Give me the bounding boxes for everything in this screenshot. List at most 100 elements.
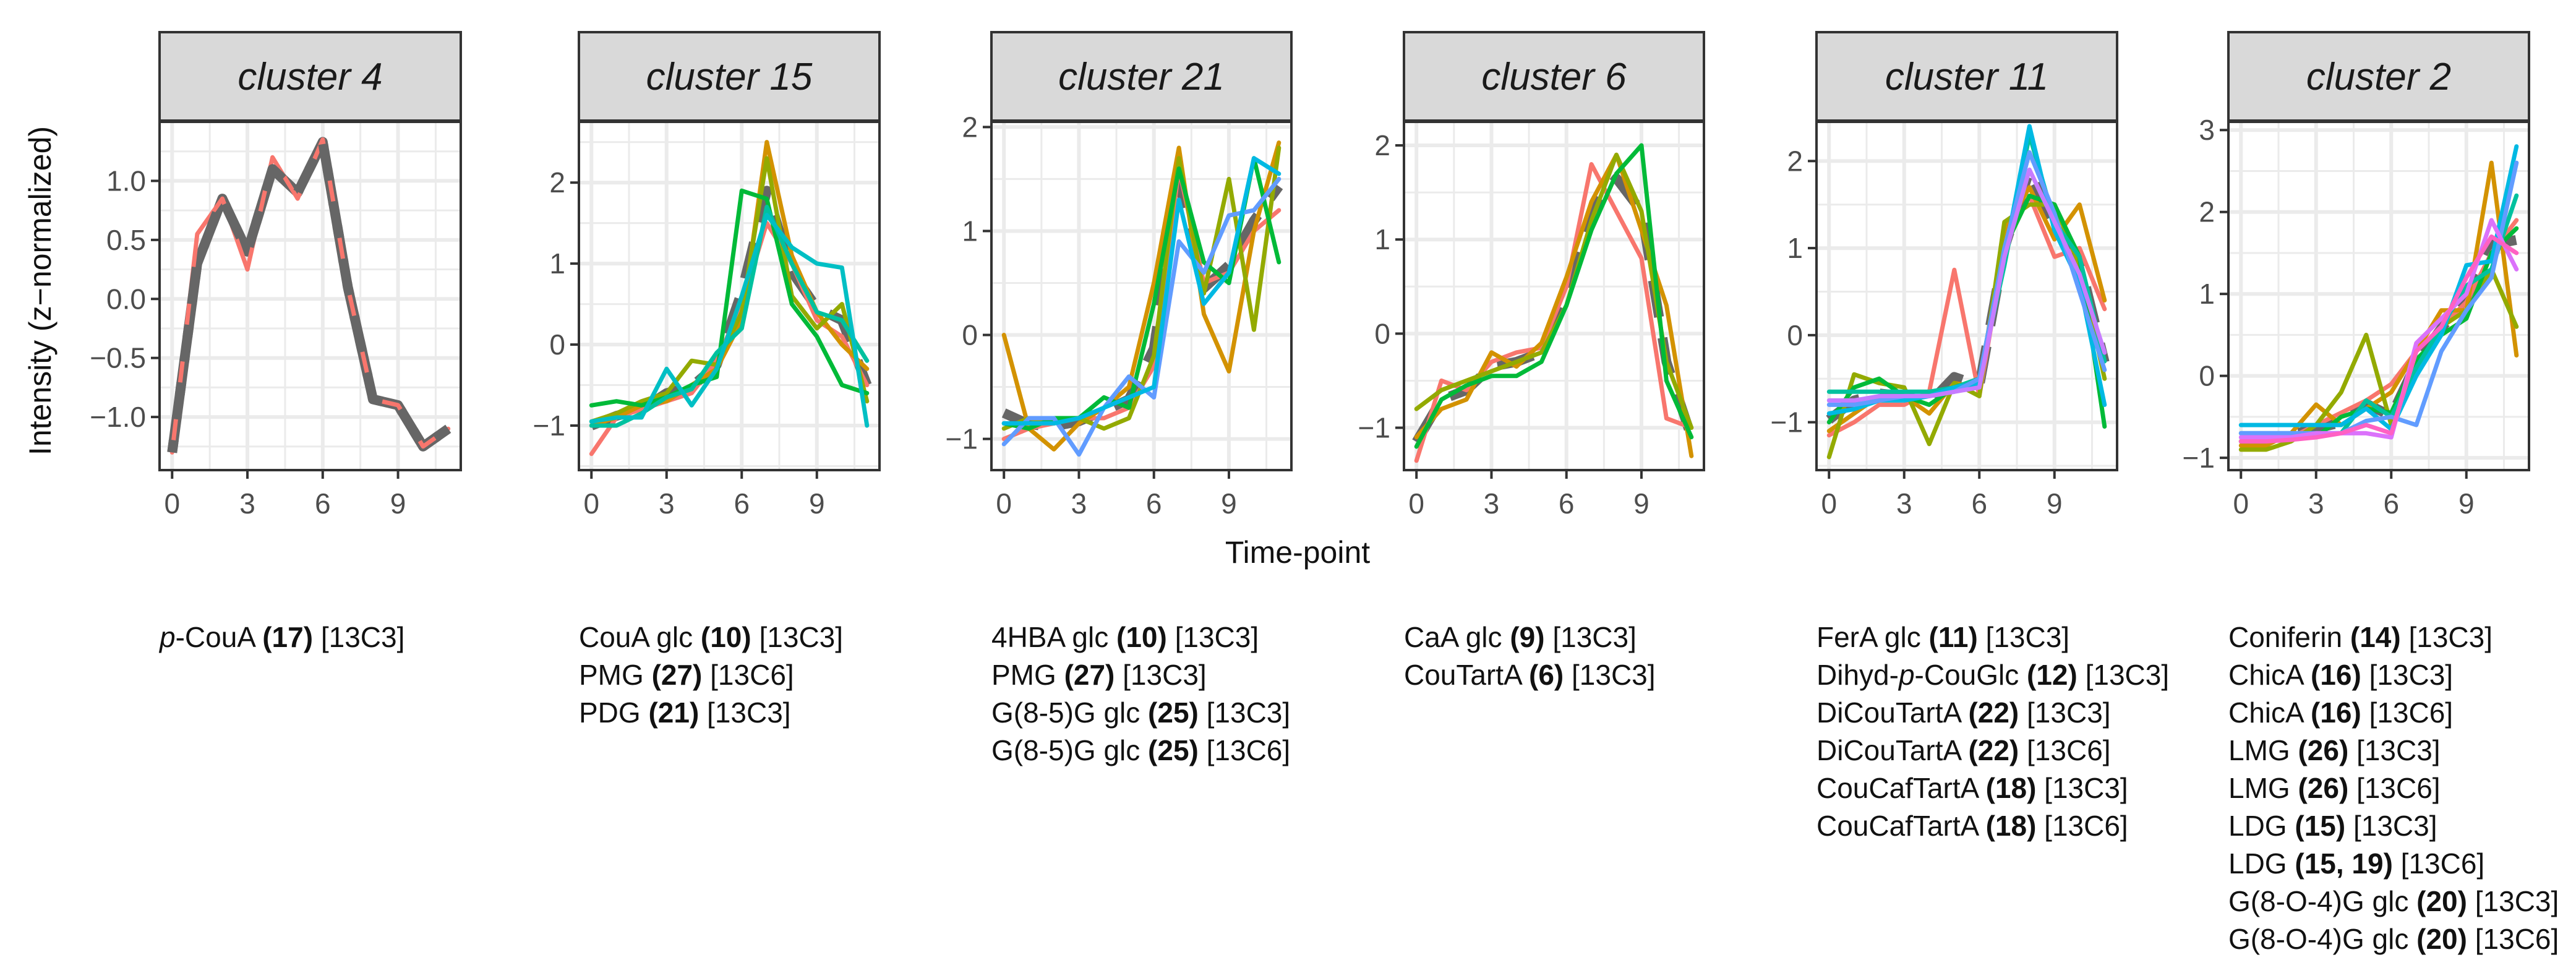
- y-tick-label: 2: [1374, 129, 1390, 161]
- plot-area: [167, 137, 451, 455]
- legend-entry: LMG (26) [13C6]: [2228, 772, 2441, 804]
- panel-strip: [158, 31, 462, 122]
- series-line-2: [589, 140, 870, 428]
- mean-line-overlay: [167, 137, 451, 453]
- x-tick-label: 0: [1408, 487, 1424, 520]
- y-tick-label: −1: [946, 423, 978, 455]
- panel-cluster-4: cluster 4 0 3 6 9 −1.0 −0.5 0.0 0.5 1.0: [90, 31, 462, 520]
- x-tick-label: 9: [1221, 487, 1237, 520]
- panel-frame: [1403, 121, 1705, 471]
- y-tick-label: 1: [1374, 223, 1390, 255]
- plot-area: [1001, 140, 1283, 457]
- series-line-1: [1826, 194, 2107, 438]
- legend-cluster-11: FerA glc (11) [13C3] Dihyd-p-CouGlc (12) …: [1816, 619, 2169, 845]
- series-line-7: [2238, 160, 2519, 435]
- panel-frame: [1815, 121, 2118, 471]
- panel-frame: [158, 121, 462, 471]
- legend-entry: Coniferin (14) [13C3]: [2228, 621, 2493, 653]
- legend-entry: PDG (21) [13C3]: [579, 697, 791, 729]
- y-tick-label: −1: [2183, 442, 2215, 474]
- x-tick-label: 0: [164, 487, 180, 520]
- y-tick-label: −1: [1358, 412, 1390, 444]
- x-tick-label: 3: [2308, 487, 2324, 520]
- legend-entry: G(8-O-4)G glc (20) [13C3]: [2228, 885, 2559, 917]
- y-tick-label: 1: [1787, 232, 1803, 264]
- x-tick-label: 3: [1896, 487, 1912, 520]
- x-tick-label: 3: [1484, 487, 1500, 520]
- series-line-6: [589, 213, 870, 428]
- y-tick-label: 1: [962, 215, 978, 247]
- series-line-8: [1826, 167, 2107, 403]
- y-tick-label: 2: [549, 166, 565, 199]
- legend-cluster-4: p-CouA (17) [13C3]: [160, 619, 404, 656]
- y-tick-label: 0.5: [106, 224, 146, 256]
- legend-entry: ChicA (16) [13C3]: [2228, 659, 2454, 691]
- legend-entry: PMG (27) [13C6]: [579, 659, 794, 691]
- plot-area: [1412, 143, 1697, 463]
- legend-cluster-6: CaA glc (9) [13C3] CouTartA (6) [13C3]: [1404, 619, 1656, 694]
- x-tick-label: 3: [239, 487, 255, 520]
- legend-entry: LMG (26) [13C3]: [2228, 734, 2441, 766]
- panels: cluster 4 0 3 6 9 −1.0 −0.5 0.0 0.5 1.0 cluster 15…: [90, 31, 2530, 520]
- panel-cluster-15: cluster 15 0 3 6 9 −1 0 1 2: [533, 31, 881, 520]
- series-line-2: [1001, 140, 1282, 452]
- x-tick-label: 0: [996, 487, 1012, 520]
- legend-entry: DiCouTartA (22) [13C3]: [1816, 697, 2111, 729]
- panel-strip: [1815, 31, 2118, 122]
- panel-cluster-2: cluster 2 0 3 6 9 −1 0 1 2 3: [2183, 31, 2530, 520]
- y-tick-label: −1: [1771, 406, 1803, 439]
- panel-title: cluster 15: [646, 56, 813, 98]
- legend-entry: G(8-O-4)G glc (20) [13C6]: [2228, 923, 2559, 955]
- series-line-4: [1414, 143, 1694, 449]
- x-tick-label: 9: [1633, 487, 1650, 520]
- legend-cluster-21: 4HBA glc (10) [13C3] PMG (27) [13C3] G(8-5…: [991, 619, 1290, 769]
- series-line-4: [589, 188, 870, 408]
- legend-entry: LDG (15) [13C3]: [2228, 810, 2437, 842]
- panel-title: cluster 2: [2306, 56, 2451, 98]
- x-tick-label: 6: [734, 487, 750, 520]
- panel-cluster-6: cluster 6 0 3 6 9 −1 0 1 2: [1358, 31, 1705, 520]
- x-tick-label: 6: [1971, 487, 1987, 520]
- y-tick-label: 3: [2199, 114, 2215, 146]
- y-tick-label: 1: [549, 247, 565, 280]
- x-tick-label: 9: [2047, 487, 2063, 520]
- y-tick-label: −1: [533, 409, 565, 442]
- x-tick-label: 6: [2383, 487, 2399, 520]
- series-line-6: [1001, 156, 1282, 426]
- x-tick-label: 3: [659, 487, 675, 520]
- legend-entry: PMG (27) [13C3]: [991, 659, 1207, 691]
- y-tick-label: 0: [549, 328, 565, 361]
- series-line-8: [2238, 218, 2519, 440]
- panel-cluster-11: cluster 11 0 3 6 9 −1 0 1 2: [1771, 31, 2118, 520]
- y-tick-label: 1.0: [106, 165, 146, 197]
- y-tick-label: −1.0: [90, 401, 146, 433]
- legend-entry: CaA glc (9) [13C3]: [1404, 621, 1637, 653]
- panel-frame: [990, 121, 1293, 471]
- legend-entry: G(8-5)G glc (25) [13C3]: [991, 697, 1291, 729]
- y-tick-label: 0: [1787, 319, 1803, 351]
- plot-area: [2238, 144, 2519, 452]
- legend-entry: CouTartA (6) [13C3]: [1404, 659, 1656, 691]
- panel-title: cluster 4: [237, 56, 382, 98]
- legend-entry: Dihyd-p-CouGlc (12) [13C3]: [1816, 659, 2170, 691]
- panel-frame: [578, 121, 881, 471]
- x-tick-label: 6: [1146, 487, 1162, 520]
- x-tick-label: 9: [390, 487, 406, 520]
- panel-cluster-21: cluster 21 0 3 6 9 −1 0 1 2: [946, 31, 1293, 520]
- plot-area: [1826, 124, 2110, 460]
- legend-entry: CouCafTartA (18) [13C3]: [1816, 772, 2128, 804]
- series-line-9: [2238, 234, 2519, 444]
- x-axis-label: Time-point: [1225, 535, 1370, 570]
- x-tick-label: 9: [809, 487, 825, 520]
- x-tick-label: 6: [1559, 487, 1575, 520]
- panel-title: cluster 11: [1885, 56, 2048, 98]
- y-tick-label: 2: [2199, 196, 2215, 228]
- panel-title: cluster 21: [1058, 56, 1225, 98]
- legend-entry: 4HBA glc (10) [13C3]: [991, 621, 1259, 653]
- panel-strip: [1403, 31, 1705, 122]
- x-tick-label: 3: [1071, 487, 1087, 520]
- legend-cluster-15: CouA glc (10) [13C3] PMG (27) [13C6] PDG (…: [579, 619, 843, 732]
- y-tick-label: 2: [962, 111, 978, 143]
- legend-entry: p-CouA (17) [13C3]: [160, 621, 405, 653]
